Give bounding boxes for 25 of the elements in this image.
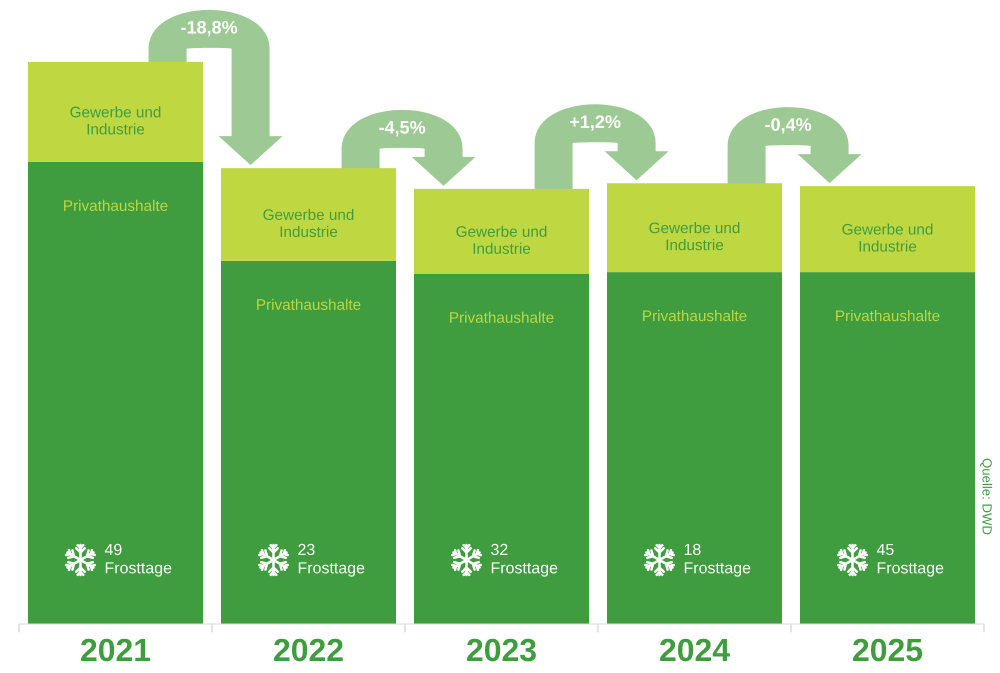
annotation: 32 Frosttage xyxy=(491,544,558,577)
text: Privathaushalte xyxy=(836,310,940,322)
text: Privathaushalte xyxy=(64,200,168,212)
annotation: 23 Frosttage xyxy=(298,544,364,577)
x-tick-label: 2021 xyxy=(81,638,150,662)
annotation: -4,5% xyxy=(379,120,426,136)
x-tick-label: 2024 xyxy=(660,638,730,662)
annotation: 18 Frosttage xyxy=(684,544,750,577)
x-tick-label: 2023 xyxy=(467,638,536,662)
annotation: +1,2% xyxy=(570,115,620,131)
text: Gewerbe und Industrie xyxy=(649,222,740,250)
annotation: Quelle: DWD xyxy=(980,458,992,534)
text: Privathaushalte xyxy=(450,312,554,323)
x-tick-label: 2022 xyxy=(274,638,343,662)
text: Gewerbe und Industrie xyxy=(263,208,354,238)
series-label: Gewerbe und Industrie xyxy=(456,226,546,254)
text: Gewerbe und Industrie xyxy=(70,106,160,134)
text: -18,8% xyxy=(181,20,238,36)
annotation: 45 Frosttage xyxy=(876,544,944,577)
text: Gewerbe und Industrie xyxy=(842,223,932,252)
annotation: -0,4% xyxy=(765,118,812,134)
text: Privathaushalte xyxy=(643,310,746,322)
series-label: Privathaushalte xyxy=(257,298,360,310)
x-tick-label: 2025 xyxy=(853,638,922,662)
annotation: 49 Frosttage xyxy=(104,544,172,577)
